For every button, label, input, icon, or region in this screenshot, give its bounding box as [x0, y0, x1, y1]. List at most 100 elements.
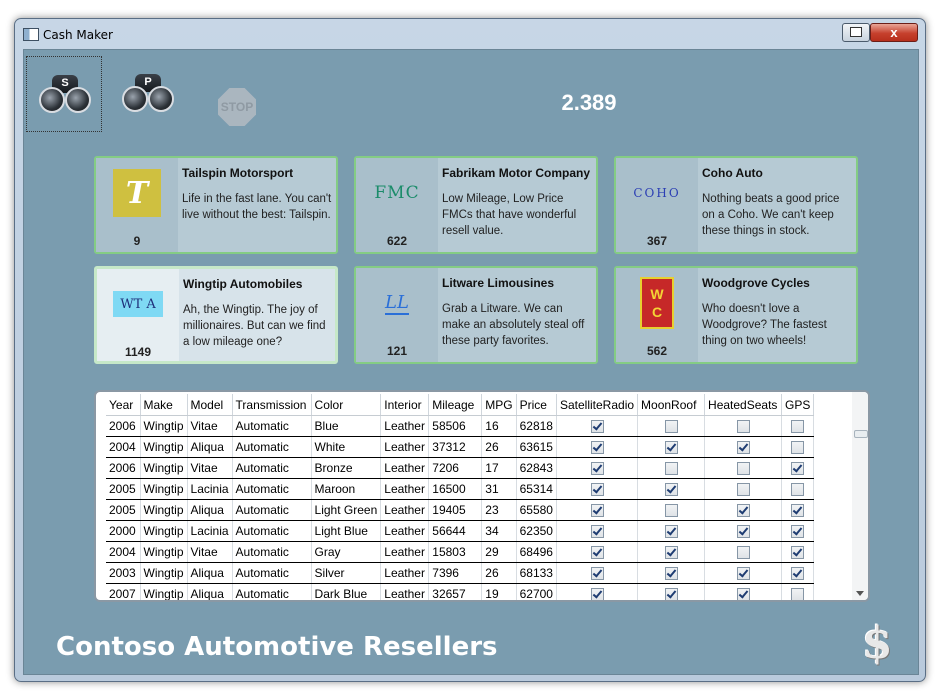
card-coho[interactable]: COHO 367 Coho Auto Nothing beats a good …: [614, 156, 858, 254]
cell-mpg[interactable]: 26: [481, 562, 517, 584]
checkbox[interactable]: [791, 420, 805, 434]
cell-price[interactable]: 62350: [516, 520, 557, 542]
checkbox[interactable]: [590, 588, 604, 600]
cell-color[interactable]: Bronze: [311, 457, 382, 479]
cell-year[interactable]: 2006: [106, 415, 141, 437]
restore-button[interactable]: [842, 23, 870, 42]
cell-mpg[interactable]: 26: [481, 436, 517, 458]
cell-year[interactable]: 2005: [106, 478, 141, 500]
cell-mileage[interactable]: 32657: [428, 583, 483, 600]
cell-mileage[interactable]: 15803: [428, 541, 483, 563]
table-row[interactable]: 2005 Wingtip Aliqua Automatic Light Green Lea…: [106, 499, 815, 521]
cell-mpg[interactable]: 29: [481, 541, 517, 563]
table-row[interactable]: 2003 Wingtip Aliqua Automatic Silver Leather 7…: [106, 562, 815, 584]
search-s-button[interactable]: S: [26, 56, 102, 132]
cell-interior[interactable]: Leather: [380, 499, 430, 521]
column-header[interactable]: Make: [140, 394, 188, 416]
column-header[interactable]: Mileage: [428, 394, 483, 416]
checkbox[interactable]: [736, 420, 750, 434]
cell-transmission[interactable]: Automatic: [232, 541, 312, 563]
checkbox[interactable]: [791, 462, 805, 476]
cell-make[interactable]: Wingtip: [140, 478, 188, 500]
cell-transmission[interactable]: Automatic: [232, 583, 312, 600]
cell-interior[interactable]: Leather: [380, 541, 430, 563]
table-row[interactable]: 2005 Wingtip Lacinia Automatic Maroon Leather…: [106, 478, 815, 500]
cell-color[interactable]: White: [311, 436, 382, 458]
cell-make[interactable]: Wingtip: [140, 499, 188, 521]
checkbox[interactable]: [736, 504, 750, 518]
table-row[interactable]: 2004 Wingtip Aliqua Automatic White Leather 37…: [106, 436, 815, 458]
checkbox[interactable]: [736, 588, 750, 600]
cell-year[interactable]: 2000: [106, 520, 141, 542]
checkbox[interactable]: [590, 420, 604, 434]
checkbox[interactable]: [664, 567, 678, 581]
cell-mileage[interactable]: 7206: [428, 457, 483, 479]
cell-mileage[interactable]: 58506: [428, 415, 483, 437]
cell-color[interactable]: Blue: [311, 415, 382, 437]
checkbox[interactable]: [791, 483, 805, 497]
cell-mpg[interactable]: 19: [481, 583, 517, 600]
cell-color[interactable]: Silver: [311, 562, 382, 584]
cell-color[interactable]: Light Green: [311, 499, 382, 521]
cell-interior[interactable]: Leather: [380, 562, 430, 584]
cell-mpg[interactable]: 34: [481, 520, 517, 542]
table-row[interactable]: 2004 Wingtip Vitae Automatic Gray Leather 1580…: [106, 541, 815, 563]
scroll-thumb[interactable]: [854, 430, 868, 438]
cell-price[interactable]: 68496: [516, 541, 557, 563]
column-header[interactable]: Interior: [380, 394, 430, 416]
cell-transmission[interactable]: Automatic: [232, 457, 312, 479]
cell-price[interactable]: 68133: [516, 562, 557, 584]
cell-transmission[interactable]: Automatic: [232, 478, 312, 500]
cell-mpg[interactable]: 17: [481, 457, 517, 479]
checkbox[interactable]: [664, 483, 678, 497]
cell-make[interactable]: Wingtip: [140, 583, 188, 600]
cell-model[interactable]: Vitae: [187, 457, 233, 479]
column-header[interactable]: SatelliteRadio: [556, 394, 639, 416]
checkbox[interactable]: [664, 462, 678, 476]
cell-year[interactable]: 2004: [106, 541, 141, 563]
cell-year[interactable]: 2006: [106, 457, 141, 479]
cell-year[interactable]: 2003: [106, 562, 141, 584]
cell-interior[interactable]: Leather: [380, 415, 430, 437]
checkbox[interactable]: [791, 546, 805, 560]
checkbox[interactable]: [590, 462, 604, 476]
cell-mileage[interactable]: 7396: [428, 562, 483, 584]
stop-button[interactable]: STOP: [218, 88, 256, 126]
table-row[interactable]: 2007 Wingtip Aliqua Automatic Dark Blue Leath…: [106, 583, 815, 600]
cell-make[interactable]: Wingtip: [140, 415, 188, 437]
checkbox[interactable]: [590, 525, 604, 539]
checkbox[interactable]: [736, 525, 750, 539]
cell-year[interactable]: 2005: [106, 499, 141, 521]
table-row[interactable]: 2006 Wingtip Vitae Automatic Blue Leather 5850…: [106, 415, 815, 437]
column-header[interactable]: Transmission: [232, 394, 312, 416]
cell-mpg[interactable]: 23: [481, 499, 517, 521]
column-header[interactable]: Color: [311, 394, 382, 416]
cell-transmission[interactable]: Automatic: [232, 499, 312, 521]
column-header[interactable]: Year: [106, 394, 141, 416]
cell-interior[interactable]: Leather: [380, 436, 430, 458]
cell-make[interactable]: Wingtip: [140, 562, 188, 584]
cell-color[interactable]: Maroon: [311, 478, 382, 500]
checkbox[interactable]: [664, 504, 678, 518]
cell-year[interactable]: 2004: [106, 436, 141, 458]
card-woodgrove[interactable]: W C 562 Woodgrove Cycles Who doesn't lov…: [614, 266, 858, 364]
cell-price[interactable]: 65580: [516, 499, 557, 521]
table-row[interactable]: 2000 Wingtip Lacinia Automatic Light Blue Lea…: [106, 520, 815, 542]
cell-mileage[interactable]: 16500: [428, 478, 483, 500]
cell-mpg[interactable]: 16: [481, 415, 517, 437]
cell-color[interactable]: Light Blue: [311, 520, 382, 542]
cell-interior[interactable]: Leather: [380, 478, 430, 500]
card-fabrikam[interactable]: FMC 622 Fabrikam Motor Company Low Milea…: [354, 156, 598, 254]
checkbox[interactable]: [590, 504, 604, 518]
checkbox[interactable]: [736, 483, 750, 497]
cell-model[interactable]: Vitae: [187, 415, 233, 437]
cell-transmission[interactable]: Automatic: [232, 415, 312, 437]
search-p-button[interactable]: P: [110, 56, 184, 130]
checkbox[interactable]: [664, 588, 678, 600]
checkbox[interactable]: [736, 567, 750, 581]
cell-price[interactable]: 65314: [516, 478, 557, 500]
cell-model[interactable]: Lacinia: [187, 478, 233, 500]
cell-interior[interactable]: Leather: [380, 457, 430, 479]
column-header[interactable]: GPS: [781, 394, 815, 416]
column-header[interactable]: MPG: [481, 394, 517, 416]
